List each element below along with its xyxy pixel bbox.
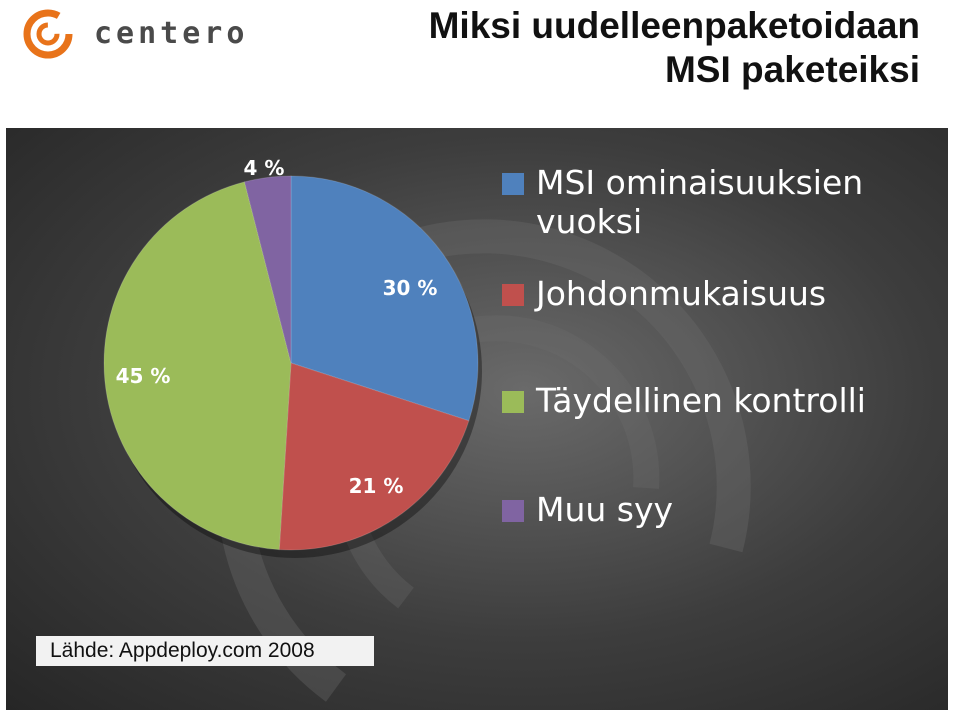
pie-slice-kontrolli [103,181,292,551]
slice-label-muu: 4 % [244,156,285,180]
pie-slice-johdonmukaisuus [278,362,470,551]
pie-chart: 30 % 21 % 45 % 4 % [103,156,482,558]
slide-title-line1: Miksi uudelleenpaketoidaan [428,5,920,46]
slide-title: Miksi uudelleenpaketoidaan MSI paketeiks… [300,4,920,92]
legend-label-msi: MSI ominaisuuksien vuoksi [536,163,864,241]
legend-swatch-muu [502,500,524,522]
slide-title-line2: MSI paketeiksi [664,49,920,90]
legend-swatch-kontrolli [502,391,524,413]
slice-label-kontrolli: 45 % [116,364,171,388]
chart-panel: 30 % 21 % 45 % 4 % MSI ominaisuuksien vuoks… [6,128,948,710]
slice-label-johdonmukaisuus: 21 % [349,474,404,498]
legend-label-muu: Muu syy [536,490,674,529]
centero-logo-icon [23,9,73,59]
slice-label-msi: 30 % [383,276,438,300]
pie-slice-muu [243,175,292,364]
legend-swatch-msi [502,173,524,195]
source-note: Lähde: Appdeploy.com 2008 [36,636,374,666]
legend-label-kontrolli: Täydellinen kontrolli [536,381,866,420]
centero-logo: centero [22,6,252,62]
logo-text: centero [94,16,249,51]
pie-slice-msi [290,175,479,422]
legend-swatch-johdonmukaisuus [502,284,524,306]
legend-label-johdonmukaisuus: Johdonmukaisuus [536,274,827,313]
